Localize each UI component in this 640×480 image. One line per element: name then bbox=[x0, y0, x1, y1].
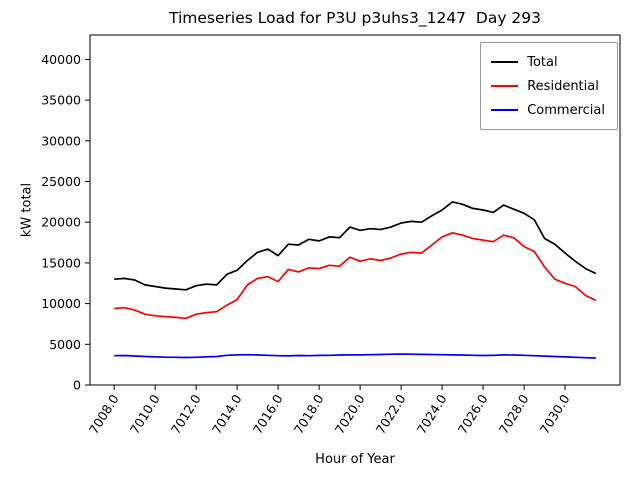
x-tick-label: 7022.0 bbox=[373, 392, 409, 437]
legend-line-residential bbox=[491, 85, 519, 87]
y-tick-label: 15000 bbox=[41, 255, 81, 270]
y-tick-label: 35000 bbox=[41, 93, 81, 108]
x-tick-label: 7008.0 bbox=[86, 392, 122, 437]
x-tick-label: 7014.0 bbox=[209, 392, 245, 437]
x-tick-label: 7024.0 bbox=[414, 392, 450, 437]
y-tick-label: 40000 bbox=[41, 52, 81, 67]
legend-line-total bbox=[491, 61, 519, 63]
x-tick-label: 7026.0 bbox=[455, 392, 491, 437]
series-line-total bbox=[114, 201, 597, 291]
x-tick-label: 7012.0 bbox=[168, 392, 204, 437]
y-tick-label: 0 bbox=[73, 378, 81, 393]
x-tick-label: 7010.0 bbox=[127, 392, 163, 437]
chart-title: Timeseries Load for P3U p3uhs3_1247 Day … bbox=[168, 9, 542, 27]
x-tick-label: 7016.0 bbox=[250, 392, 286, 437]
y-tick-label: 30000 bbox=[41, 133, 81, 148]
legend-entry-residential: Residential bbox=[491, 74, 605, 98]
y-tick-label: 5000 bbox=[49, 337, 81, 352]
legend: Total Residential Commercial bbox=[480, 42, 618, 130]
x-tick-label: 7018.0 bbox=[291, 392, 327, 437]
axes-frame bbox=[89, 34, 621, 386]
x-tick-label: 7020.0 bbox=[332, 392, 368, 437]
y-tick-label: 25000 bbox=[41, 174, 81, 189]
legend-entry-commercial: Commercial bbox=[491, 98, 605, 122]
series-line-residential bbox=[114, 231, 597, 320]
legend-line-commercial bbox=[491, 109, 519, 111]
x-axis-label: Hour of Year bbox=[315, 452, 395, 467]
legend-label-commercial: Commercial bbox=[527, 102, 605, 118]
legend-label-residential: Residential bbox=[527, 78, 599, 94]
series-line-commercial bbox=[114, 353, 596, 359]
y-axis-label: kW total bbox=[19, 182, 35, 238]
x-tick-label: 7030.0 bbox=[537, 392, 573, 437]
y-tick-label: 10000 bbox=[41, 296, 81, 311]
x-tick-label: 7028.0 bbox=[496, 392, 532, 437]
legend-entry-total: Total bbox=[491, 50, 605, 74]
y-tick-label: 20000 bbox=[41, 215, 81, 230]
legend-label-total: Total bbox=[527, 54, 558, 70]
